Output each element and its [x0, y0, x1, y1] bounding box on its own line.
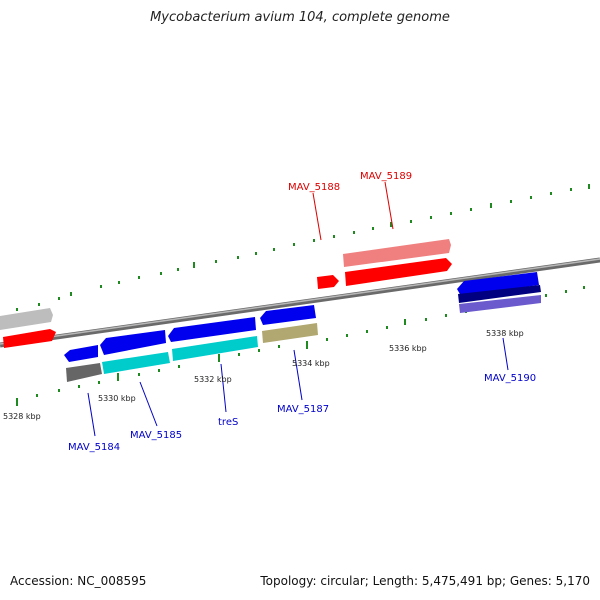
gene-mav-5189-rna[interactable] — [343, 239, 451, 267]
minus-strand-genes — [64, 272, 541, 382]
scale-label: 5332 kbp — [194, 375, 232, 384]
outer-tick-track — [16, 184, 590, 311]
gene-labels: MAV_5184 MAV_5185 treS MAV_5187 MAV_5188… — [68, 171, 536, 453]
gene-label-tres[interactable]: treS — [218, 417, 238, 428]
gene-label-mav-5184[interactable]: MAV_5184 — [68, 442, 120, 453]
genome-title: Mycobacterium avium 104, complete genome — [150, 10, 450, 25]
scale-label: 5328 kbp — [3, 412, 41, 421]
accession-label: Accession: NC_008595 — [10, 574, 147, 588]
gene-mav-5190-c[interactable] — [459, 295, 541, 313]
gene-mav-5185-rna[interactable] — [102, 352, 170, 374]
gene-left-gray[interactable] — [0, 308, 53, 330]
gene-label-mav-5189[interactable]: MAV_5189 — [360, 171, 412, 182]
plus-strand-genes — [0, 239, 452, 348]
gene-mav-5190[interactable] — [457, 272, 539, 296]
gene-mav-5184-a[interactable] — [64, 345, 98, 362]
gene-mav-5184-b[interactable] — [66, 363, 102, 382]
gene-mav-5190-b[interactable] — [458, 285, 541, 303]
gene-mav-5189[interactable] — [345, 258, 452, 286]
scale-labels: 5328 kbp 5330 kbp 5332 kbp 5334 kbp 5336… — [3, 329, 524, 421]
scale-label: 5336 kbp — [389, 344, 427, 353]
gene-label-mav-5190[interactable]: MAV_5190 — [484, 373, 536, 384]
gene-label-mav-5187[interactable]: MAV_5187 — [277, 404, 329, 415]
genome-backbone — [0, 257, 600, 348]
leader-lines — [87, 181, 509, 437]
scale-label: 5330 kbp — [98, 394, 136, 403]
gene-mav-5185[interactable] — [100, 330, 166, 355]
gene-tres[interactable] — [168, 317, 256, 342]
scale-label: 5338 kbp — [486, 329, 524, 338]
scale-label: 5334 kbp — [292, 359, 330, 368]
gene-label-mav-5185[interactable]: MAV_5185 — [130, 430, 182, 441]
inner-tick-track — [16, 286, 585, 406]
genome-summary: Topology: circular; Length: 5,475,491 bp… — [260, 574, 590, 588]
gene-left-red[interactable] — [3, 329, 56, 348]
gene-tres-rna[interactable] — [172, 336, 258, 361]
gene-mav-5187-pseudo[interactable] — [262, 323, 318, 343]
gene-mav-5188[interactable] — [317, 275, 339, 289]
gene-label-mav-5188[interactable]: MAV_5188 — [288, 182, 340, 193]
gene-mav-5187[interactable] — [260, 305, 316, 325]
